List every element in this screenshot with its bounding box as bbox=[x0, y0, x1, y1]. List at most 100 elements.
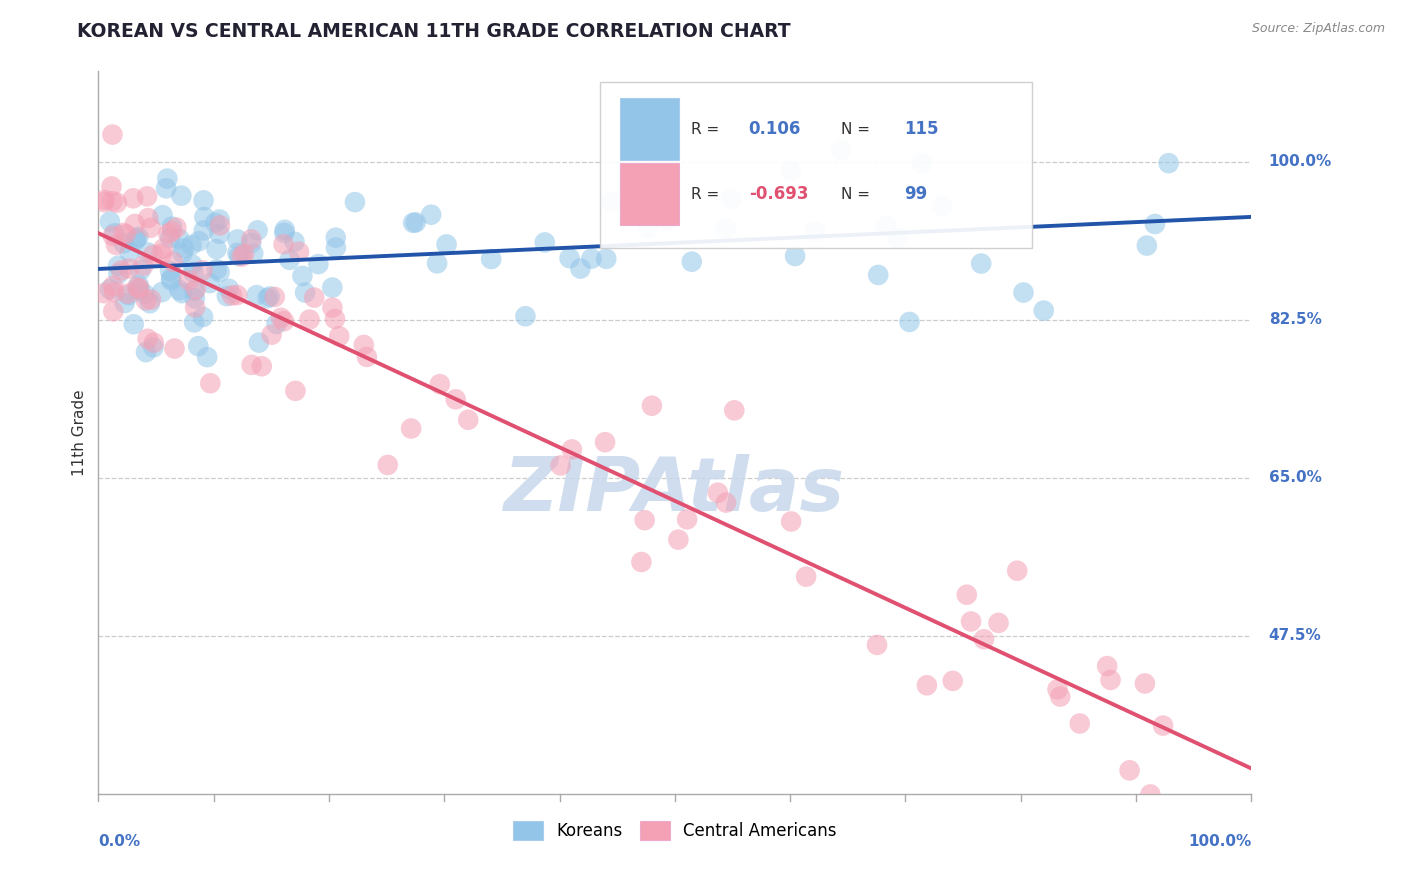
Point bbox=[436, 237, 458, 252]
Point bbox=[420, 208, 443, 222]
Point bbox=[273, 237, 295, 252]
Point bbox=[170, 286, 193, 301]
Legend: Koreans, Central Americans: Koreans, Central Americans bbox=[506, 814, 844, 847]
Point bbox=[1118, 764, 1140, 778]
Point bbox=[321, 280, 343, 294]
Point bbox=[107, 259, 129, 273]
Point bbox=[266, 317, 288, 331]
Point bbox=[159, 231, 181, 245]
Point bbox=[104, 226, 127, 240]
Point bbox=[152, 208, 174, 222]
Point bbox=[160, 273, 183, 287]
Point bbox=[129, 263, 152, 277]
Point bbox=[205, 262, 228, 277]
Point bbox=[240, 232, 263, 246]
Point bbox=[163, 342, 186, 356]
Point bbox=[183, 265, 205, 279]
Point bbox=[273, 226, 295, 240]
Point bbox=[208, 227, 231, 241]
Point bbox=[195, 350, 218, 364]
Point bbox=[676, 512, 699, 526]
Point bbox=[377, 458, 399, 472]
Point bbox=[165, 220, 187, 235]
Point bbox=[134, 287, 156, 301]
Point bbox=[93, 193, 115, 207]
Point bbox=[911, 156, 934, 170]
Point bbox=[399, 421, 422, 435]
Point bbox=[942, 673, 965, 688]
Point bbox=[666, 533, 689, 547]
Text: 65.0%: 65.0% bbox=[1268, 470, 1322, 485]
Point bbox=[136, 245, 159, 260]
Point bbox=[204, 216, 226, 230]
Point bbox=[125, 231, 148, 245]
Point bbox=[242, 246, 264, 260]
Point bbox=[103, 285, 125, 299]
Point bbox=[160, 219, 183, 234]
Point bbox=[193, 223, 215, 237]
Point bbox=[208, 212, 231, 227]
Point bbox=[723, 403, 745, 417]
Point bbox=[581, 252, 603, 266]
Point bbox=[931, 199, 953, 213]
Point bbox=[1152, 718, 1174, 732]
Point bbox=[191, 263, 214, 277]
Point bbox=[112, 236, 135, 251]
Point bbox=[142, 340, 165, 354]
Point bbox=[600, 194, 623, 209]
Point bbox=[169, 232, 191, 246]
Point bbox=[128, 278, 150, 293]
Point bbox=[804, 225, 827, 239]
Point bbox=[101, 228, 124, 243]
Point bbox=[112, 226, 135, 240]
Text: -0.693: -0.693 bbox=[748, 186, 808, 203]
Point bbox=[127, 229, 149, 244]
Text: R =: R = bbox=[690, 186, 724, 202]
Point bbox=[128, 281, 150, 295]
Point bbox=[830, 143, 852, 157]
Point bbox=[1133, 676, 1156, 690]
Point bbox=[173, 241, 195, 255]
Point bbox=[240, 358, 263, 372]
Point bbox=[240, 235, 263, 250]
Point bbox=[353, 338, 375, 352]
Point bbox=[184, 301, 207, 315]
Point bbox=[139, 296, 162, 310]
Point bbox=[273, 314, 295, 328]
Point bbox=[630, 555, 652, 569]
Point bbox=[1012, 285, 1035, 300]
Point bbox=[205, 242, 228, 256]
Point bbox=[124, 217, 146, 231]
Point bbox=[783, 249, 806, 263]
Point bbox=[288, 244, 311, 259]
Point bbox=[444, 392, 467, 407]
Point bbox=[1099, 673, 1122, 687]
Point bbox=[226, 246, 249, 260]
Point bbox=[226, 232, 249, 246]
Point bbox=[569, 261, 592, 276]
Point bbox=[1005, 564, 1028, 578]
Point bbox=[184, 291, 207, 305]
Point bbox=[260, 327, 283, 342]
FancyBboxPatch shape bbox=[600, 82, 1032, 248]
Point bbox=[127, 280, 149, 294]
Point bbox=[636, 185, 658, 199]
Point bbox=[1139, 788, 1161, 802]
Text: 82.5%: 82.5% bbox=[1268, 312, 1322, 327]
Point bbox=[101, 194, 124, 209]
Y-axis label: 11th Grade: 11th Grade bbox=[72, 389, 87, 476]
Point bbox=[550, 458, 572, 473]
Point bbox=[93, 286, 115, 301]
Point bbox=[104, 238, 127, 252]
Point bbox=[794, 569, 817, 583]
Point bbox=[558, 251, 581, 265]
Point bbox=[515, 310, 537, 324]
Point bbox=[956, 588, 979, 602]
Point bbox=[714, 221, 737, 235]
Text: 0.106: 0.106 bbox=[748, 120, 801, 138]
Point bbox=[278, 252, 301, 267]
Point bbox=[181, 258, 204, 272]
Point bbox=[898, 315, 921, 329]
Point bbox=[127, 283, 149, 297]
Point bbox=[1069, 716, 1091, 731]
